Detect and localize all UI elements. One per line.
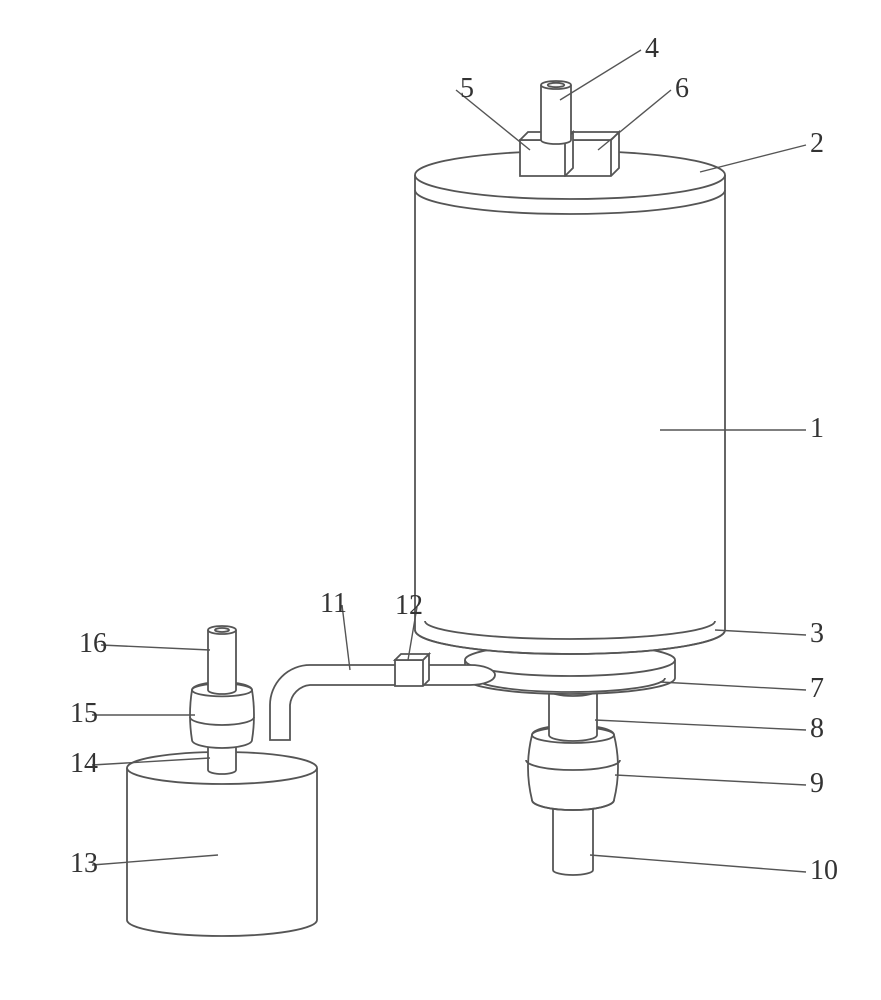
callout-label-6: 6 — [675, 73, 689, 105]
callout-label-1: 1 — [810, 413, 824, 445]
callout-label-7: 7 — [810, 673, 824, 705]
callout-label-9: 9 — [810, 768, 824, 800]
callout-label-14: 14 — [70, 748, 98, 780]
callout-label-3: 3 — [810, 618, 824, 650]
callout-label-11: 11 — [320, 588, 347, 620]
callout-label-4: 4 — [645, 33, 659, 65]
callout-label-13: 13 — [70, 848, 98, 880]
callout-label-10: 10 — [810, 855, 838, 887]
callout-label-5: 5 — [460, 73, 474, 105]
callout-label-15: 15 — [70, 698, 98, 730]
callout-label-12: 12 — [395, 590, 423, 622]
callout-label-8: 8 — [810, 713, 824, 745]
callout-label-16: 16 — [79, 628, 107, 660]
callout-label-2: 2 — [810, 128, 824, 160]
